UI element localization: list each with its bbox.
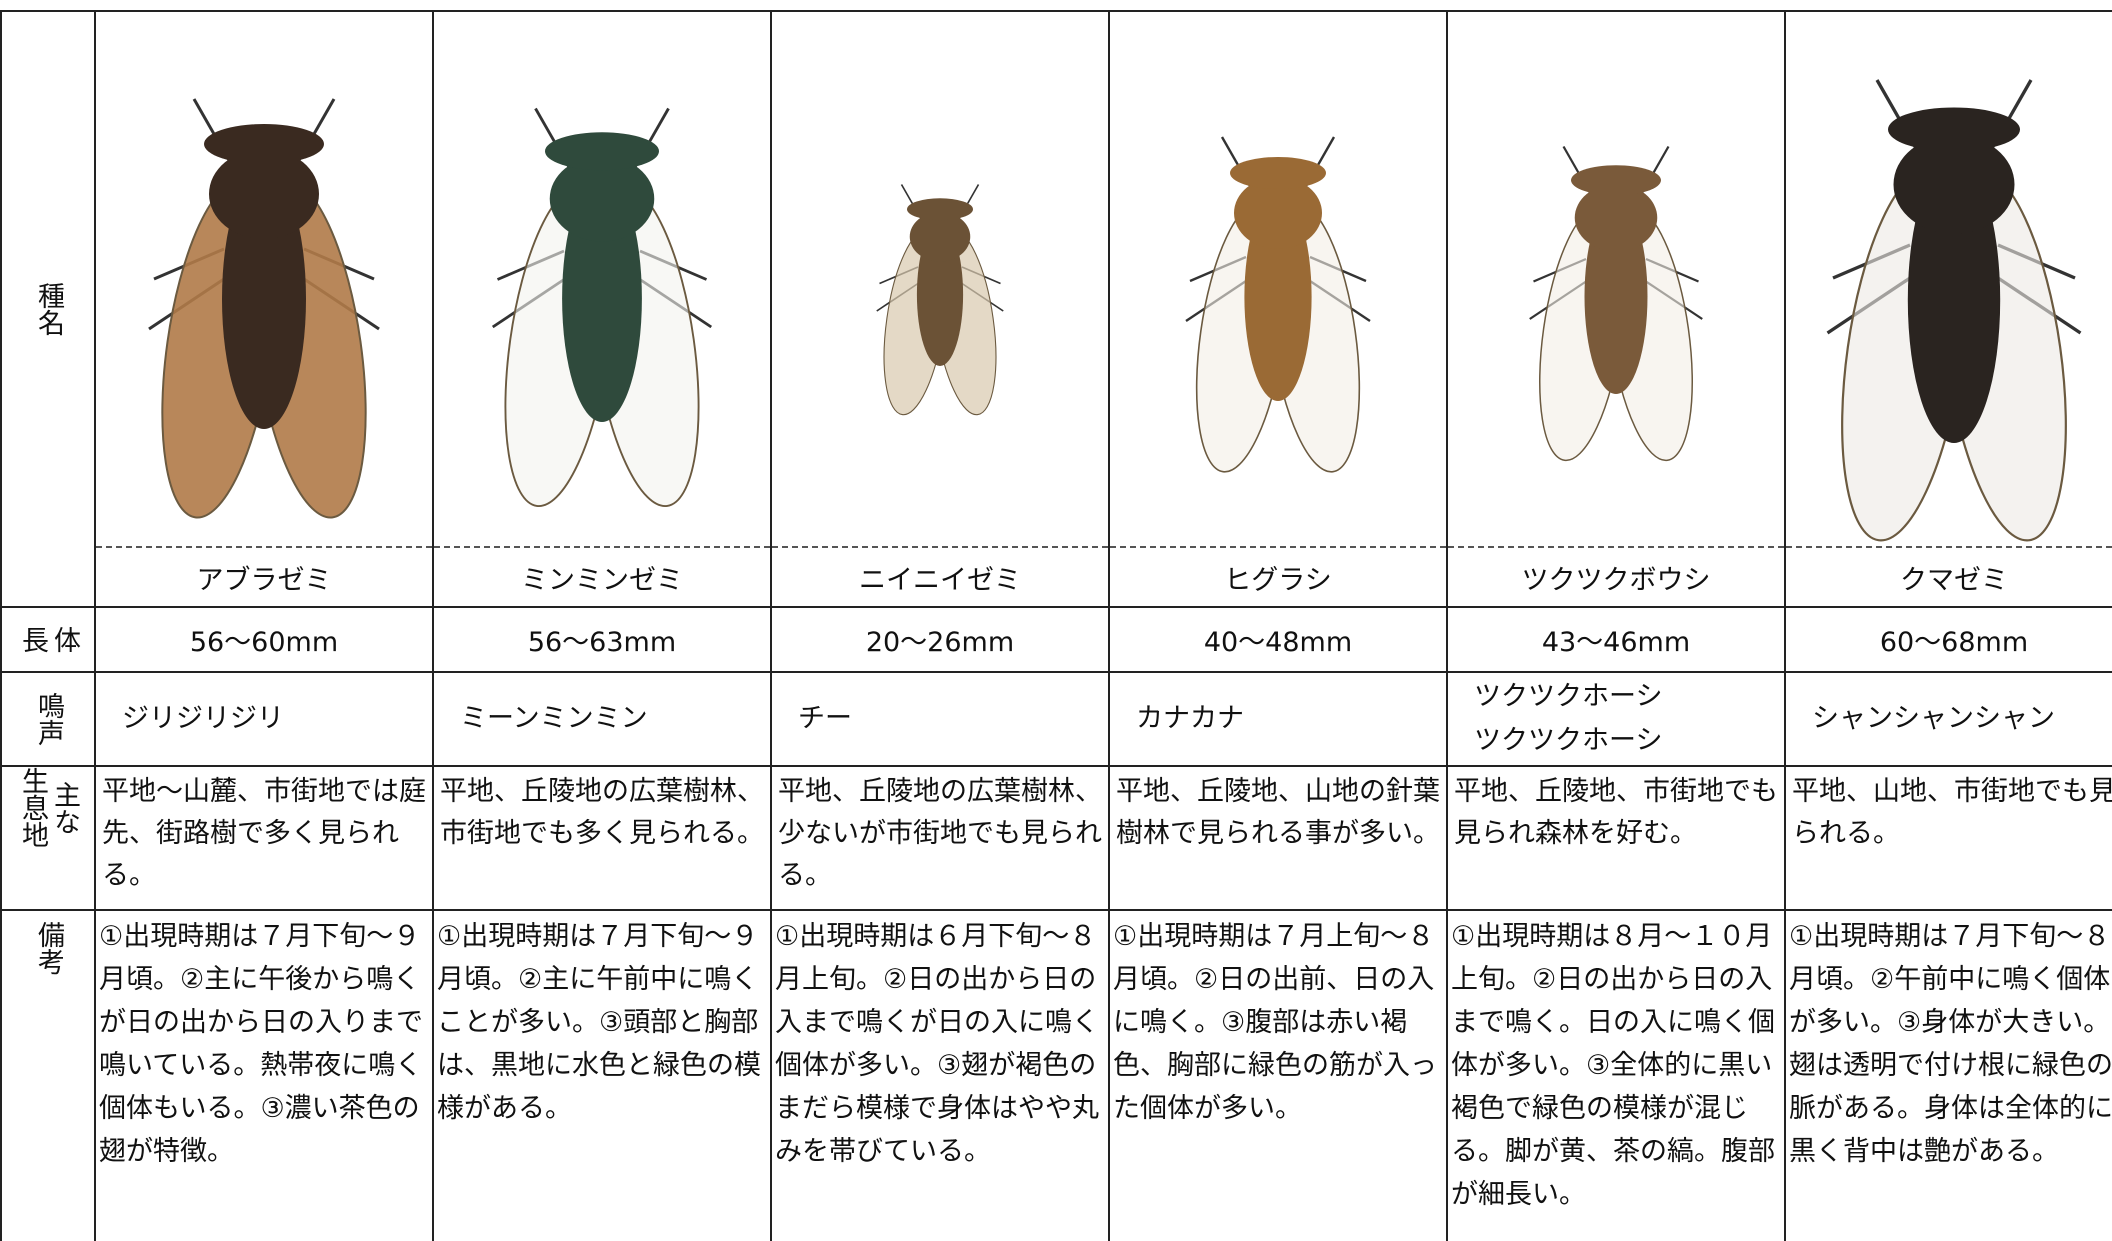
species-name: アブラゼミ [94,546,434,608]
image-cell [1446,10,1786,548]
illustration-part [907,198,973,221]
cicada-illustration [876,184,1004,416]
row-header-line: 備考 [33,921,64,975]
cicada-illustration [1529,145,1703,462]
row-header: 種名 [0,10,96,608]
illustration-part [545,132,659,171]
illustration-part [1234,177,1322,249]
row-header-line: 体 [49,626,80,653]
row-header: 備考 [0,909,96,1241]
row-header-line: 種名 [33,282,64,336]
illustration-part [204,124,324,164]
cicada-illustration [1826,79,2082,542]
call-line: ミーンミンミン [460,703,648,734]
row-header-line: 生息地 [17,767,48,848]
illustration-part [148,98,380,519]
notes: ①出現時期は７月上旬〜８月頃。②日の出前、日の入に鳴く。③腹部は赤い褐色、胸部に… [1108,909,1448,1241]
row-header: 主な 生息地 [0,765,96,911]
call: カナカナ [1108,671,1448,767]
cicada-table: 種名アブラゼミ ミンミンゼミ ニイニイゼミ ヒグラシ ツクツクボウシ クマゼミ体長 56〜6… [0,10,2112,1241]
row-header-line: 主な [49,780,80,835]
hab-row: 主な 生息地 平地〜山麓、市街地では庭先、街路樹で多く見られる。 平地、丘陵地の広葉樹… [0,765,2112,911]
image-cell [1784,10,2112,548]
call: ジリジリジリ [94,671,434,767]
notes: ①出現時期は６月下旬〜８月上旬。②日の出から日の入まで鳴くが日の入に鳴く個体が多… [770,909,1110,1241]
species-name: ツクツクボウシ [1446,546,1786,608]
illustration-part [1571,165,1661,196]
image-cell [432,10,772,548]
body-length: 56〜63mm [432,606,772,673]
illustration-part [1185,136,1371,473]
illustration-part [909,212,971,262]
image-cell [1108,10,1448,548]
call-line: ツクツクホーシ [1474,725,1663,756]
image-row: 種名 [0,10,2112,608]
habitat: 平地〜山麓、市街地では庭先、街路樹で多く見られる。 [94,765,434,911]
species-name: ニイニイゼミ [770,546,1110,608]
row-header-text: 体長 [16,626,80,653]
body-length: 43〜46mm [1446,606,1786,673]
image-cell [770,10,1110,548]
species-name: クマゼミ [1784,546,2112,608]
notes: ①出現時期は７月下旬〜９月頃。②主に午後から鳴くが日の出から日の入りまで鳴いてい… [94,909,434,1241]
row-header: 体長 [0,606,96,673]
illustration-part [876,184,1004,416]
call: ツクツクホーシ ツクツクホーシ [1446,671,1786,767]
notes: ①出現時期は７月下旬〜８月頃。②午前中に鳴く個体が多い。③身体が大きい。翅は透明… [1784,909,2112,1241]
row-header-text: 備考 [32,921,64,975]
row-header-line: 鳴声 [33,692,64,746]
image-cell [94,10,434,548]
illustration-part [1574,184,1658,252]
call-line: ツクツクホーシ [1474,681,1663,712]
call: シャンシャンシャン [1784,671,2112,767]
row-header-line: 長 [17,626,48,653]
habitat: 平地、丘陵地、山地の針葉樹林で見られる事が多い。 [1108,765,1448,911]
row-header: 鳴声 [0,671,96,767]
len-row: 体長 56〜60mm 56〜63mm 20〜26mm 40〜48mm 43〜46mm 60〜… [0,606,2112,673]
species-name: ミンミンゼミ [432,546,772,608]
body-length: 60〜68mm [1784,606,2112,673]
illustration-part [1529,145,1703,462]
habitat: 平地、丘陵地の広葉樹林、市街地でも多く見られる。 [432,765,772,911]
call-line: チー [798,703,852,734]
body-length: 40〜48mm [1108,606,1448,673]
body-length: 20〜26mm [770,606,1110,673]
row-header-text: 主な 生息地 [16,767,80,848]
habitat: 平地、丘陵地、市街地でも見られ森林を好む。 [1446,765,1786,911]
notes-row: 備考 ①出現時期は７月下旬〜９月頃。②主に午後から鳴くが日の出から日の入りまで鳴い… [0,909,2112,1241]
call-line: シャンシャンシャン [1812,703,2055,734]
call-line: ジリジリジリ [122,703,284,734]
row-header-text: 種名 [32,282,64,336]
call: ミーンミンミン [432,671,772,767]
illustration-part [1888,107,2020,152]
cicada-illustration [148,98,380,519]
row-header-text: 鳴声 [32,692,64,746]
illustration-part [1230,157,1326,189]
body-length: 56〜60mm [94,606,434,673]
notes: ①出現時期は８月〜１０月上旬。②日の出から日の入まで鳴く。日の入に鳴く個体が多い… [1446,909,1786,1241]
illustration-part [549,156,655,242]
illustration-part [491,107,713,508]
illustration-part [1893,135,2015,234]
call: チー [770,671,1110,767]
illustration-part [1826,79,2082,542]
cicada-illustration [491,107,713,508]
species-name: ヒグラシ [1108,546,1448,608]
habitat: 平地、山地、市街地でも見られる。 [1784,765,2112,911]
illustration-part [209,149,319,239]
voice-row: 鳴声 ジリジリジリ ミーンミンミン チー カナカナ ツクツクホーシ ツクツクホーシ シャンシャ… [0,671,2112,767]
cicada-illustration [1185,136,1371,473]
notes: ①出現時期は７月下旬〜９月頃。②主に午前中に鳴くことが多い。③頭部と胸部は、黒地… [432,909,772,1241]
call-line: カナカナ [1136,703,1244,734]
name-row: アブラゼミ ミンミンゼミ ニイニイゼミ ヒグラシ ツクツクボウシ クマゼミ [1,546,2112,608]
habitat: 平地、丘陵地の広葉樹林、少ないが市街地でも見られる。 [770,765,1110,911]
